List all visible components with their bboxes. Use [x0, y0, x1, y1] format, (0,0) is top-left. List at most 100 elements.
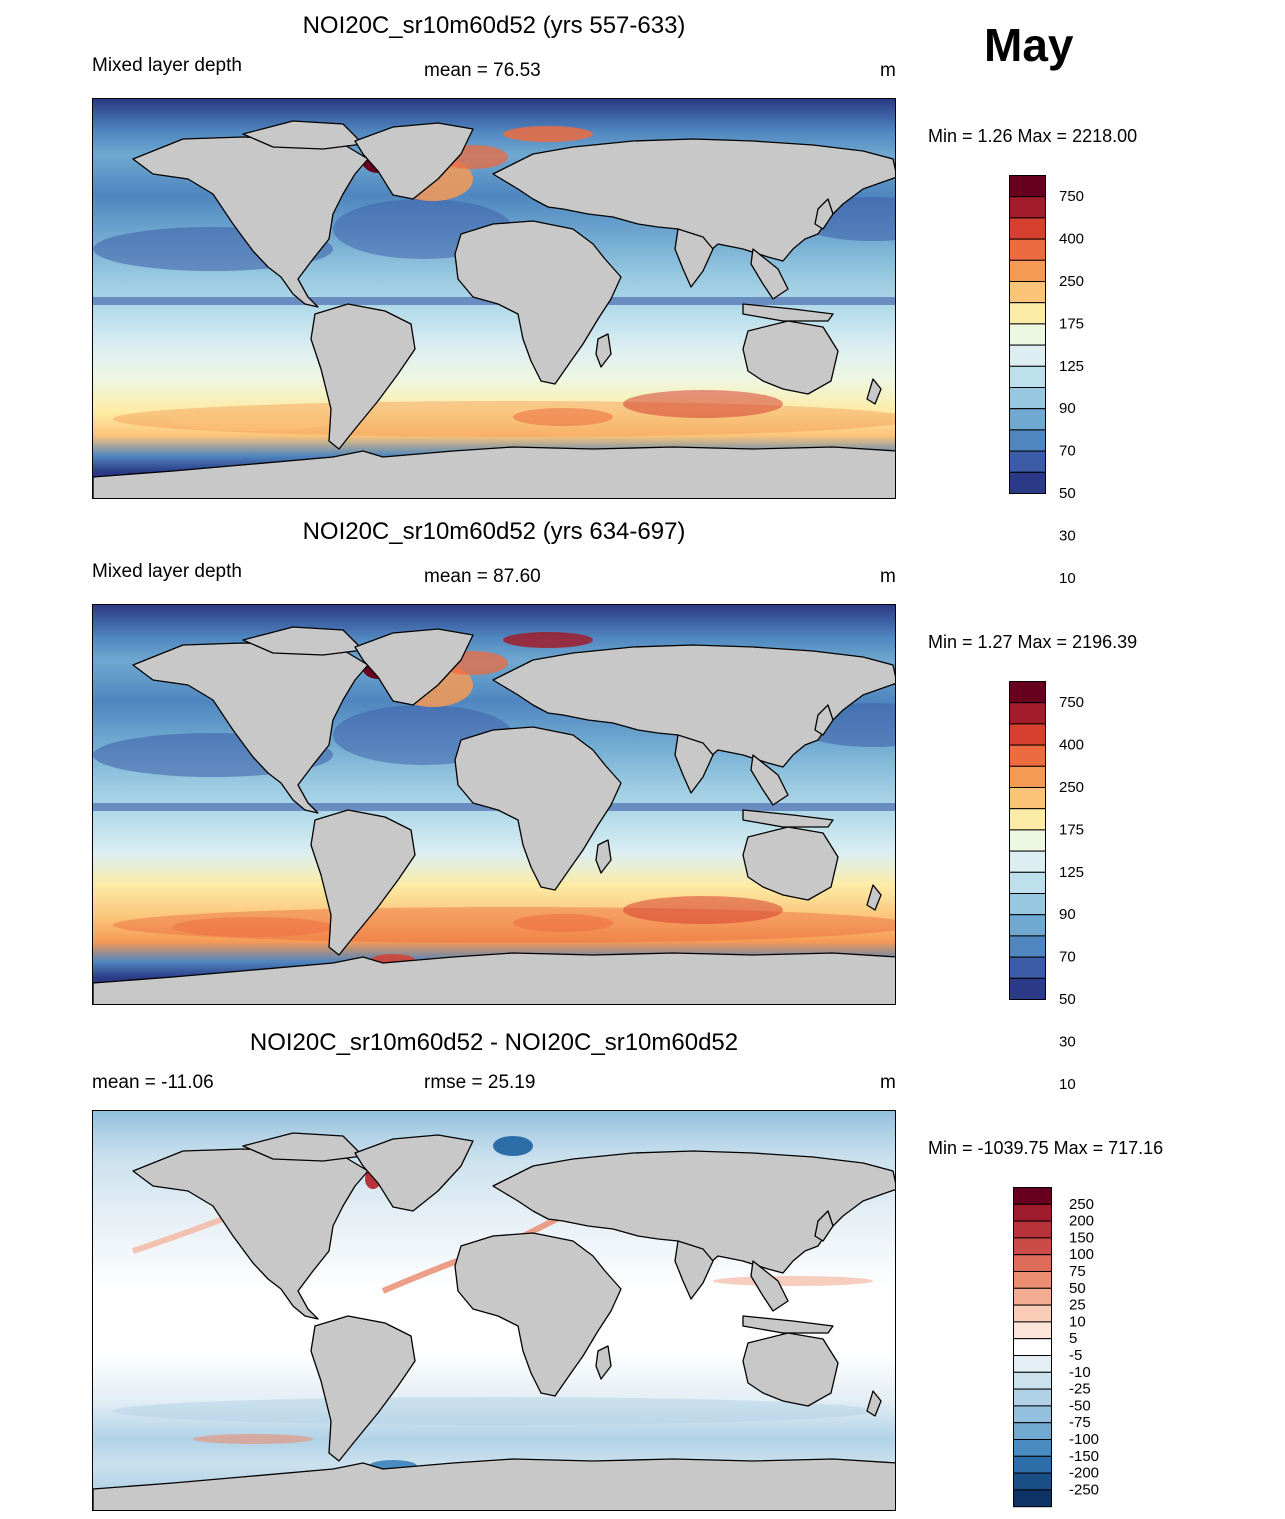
colorbar-label: 250: [1059, 779, 1084, 796]
colorbar-swatch: [1009, 787, 1046, 810]
landmass-southeast-asia: [750, 248, 789, 300]
panel1-map: [92, 98, 896, 499]
landmass-madagascar: [595, 839, 612, 874]
colorbar-swatch: [1009, 744, 1046, 767]
landmass-southeast-asia: [750, 1260, 789, 1312]
panel3-unit-label: m: [880, 1072, 896, 1093]
landmass-indonesia: [742, 809, 834, 828]
colorbar-label: 5: [1069, 1330, 1077, 1347]
panel2-colorbar: 750 400 250 175 125 90 70 50 30 10: [1009, 681, 1129, 1093]
landmass-south-america: [310, 809, 416, 956]
colorbar-swatch: [1013, 1187, 1052, 1205]
colorbar-label: -150: [1069, 1448, 1099, 1465]
colorbar-label: 100: [1069, 1246, 1094, 1263]
landmass-new-zealand: [866, 1390, 882, 1417]
landmass-australia: [742, 320, 839, 395]
panel2-minmax: Min = 1.27 Max = 2196.39: [928, 632, 1138, 652]
colorbar-label: 75: [1069, 1263, 1086, 1280]
colorbar-swatch: [1009, 302, 1046, 325]
landmass-india: [674, 734, 714, 794]
landmass-africa: [454, 726, 622, 891]
colorbar-label: 175: [1059, 315, 1084, 332]
colorbar-swatch: [1009, 977, 1046, 1000]
colorbar-swatch: [1009, 765, 1046, 789]
panel3-rmse-label: rmse = 25.19: [424, 1072, 536, 1093]
panel1-title: NOI20C_sr10m60d52 (yrs 557-633): [302, 12, 686, 39]
colorbar-label: 400: [1059, 737, 1084, 754]
colorbar-label: 125: [1059, 358, 1084, 375]
colorbar-swatch: [1013, 1304, 1052, 1323]
landmass-antarctica: [93, 952, 895, 1004]
colorbar-label: 70: [1059, 443, 1076, 460]
panel3-title: NOI20C_sr10m60d52 - NOI20C_sr10m60d52: [249, 1029, 739, 1056]
colorbar-swatch: [1009, 871, 1046, 895]
colorbar-swatch: [1009, 681, 1046, 704]
colorbar-swatch: [1009, 893, 1046, 916]
colorbar-label: -75: [1069, 1414, 1091, 1431]
colorbar-swatch: [1009, 450, 1046, 473]
landmass-australia: [742, 826, 839, 901]
landmass-eurasia: [492, 1150, 895, 1274]
landmass-japan: [814, 198, 834, 230]
colorbar-label: 250: [1059, 273, 1084, 290]
colorbar-label: -25: [1069, 1381, 1091, 1398]
landmass-africa: [454, 1232, 622, 1397]
colorbar-swatch: [1009, 387, 1046, 410]
colorbar-label: 90: [1059, 400, 1076, 417]
colorbar-swatch: [1013, 1254, 1052, 1272]
colorbar-swatch: [1009, 217, 1046, 240]
colorbar-swatch: [1009, 429, 1046, 452]
landmass-eurasia: [492, 644, 895, 768]
landmass-antarctica: [93, 1458, 895, 1510]
landmass-japan: [814, 1210, 834, 1242]
landmass-india: [674, 1240, 714, 1300]
panel1-colorbar: 750 400 250 175 125 90 70 50 30 10: [1009, 175, 1129, 587]
landmass-japan: [814, 704, 834, 736]
colorbar-label: 750: [1059, 188, 1084, 205]
colorbar-label: -250: [1069, 1481, 1099, 1498]
landmass-indonesia: [742, 303, 834, 322]
colorbar-swatch: [1013, 1388, 1052, 1407]
colorbar-swatch: [1009, 935, 1046, 958]
panel2-title: NOI20C_sr10m60d52 (yrs 634-697): [302, 518, 686, 545]
panel2-mean-label: mean = 87.60: [424, 566, 541, 587]
colorbar-swatch: [1013, 1237, 1052, 1256]
panel1-unit-label: m: [880, 60, 896, 81]
landmass-indonesia: [742, 1315, 834, 1334]
panel1-minmax: Min = 1.26 Max = 2218.00: [928, 126, 1138, 146]
colorbar-swatch: [1009, 956, 1046, 979]
colorbar-swatch: [1013, 1472, 1052, 1491]
colorbar-label: 250: [1069, 1196, 1094, 1213]
colorbar-swatch: [1013, 1371, 1052, 1390]
panel3-colorbar: 250 200 150 100 75 50 25 10 5 -5 -10 -25 -50 -75 -100-…: [1013, 1187, 1133, 1510]
panel1-field-label: Mixed layer depth: [92, 55, 242, 76]
month-label: May: [984, 19, 1074, 71]
panel3-mean-label: mean = -11.06: [92, 1072, 214, 1093]
landmass-madagascar: [595, 1345, 612, 1380]
panel1-mean-label: mean = 76.53: [424, 60, 541, 81]
colorbar-swatch: [1013, 1405, 1052, 1424]
colorbar-swatch: [1013, 1422, 1052, 1440]
colorbar-label: -5: [1069, 1347, 1082, 1364]
colorbar-label: 400: [1059, 231, 1084, 248]
landmass-antarctica: [93, 446, 895, 498]
colorbar-swatch: [1009, 259, 1046, 283]
colorbar-swatch: [1013, 1203, 1052, 1222]
colorbar-label: 10: [1069, 1313, 1086, 1330]
colorbar-swatch: [1009, 365, 1046, 389]
colorbar-swatch: [1013, 1455, 1052, 1474]
colorbar-label: 175: [1059, 821, 1084, 838]
colorbar-label: -50: [1069, 1397, 1091, 1414]
colorbar-label: 50: [1069, 1280, 1086, 1297]
colorbar-label: -100: [1069, 1431, 1099, 1448]
panel2-field-label: Mixed layer depth: [92, 561, 242, 582]
landmass-india: [674, 228, 714, 288]
colorbar-label: 90: [1059, 906, 1076, 923]
landmass-madagascar: [595, 333, 612, 368]
landmass-southeast-asia: [750, 754, 789, 806]
colorbar-label: -200: [1069, 1465, 1099, 1482]
colorbar-label: 30: [1059, 527, 1076, 544]
panel2-map: [92, 604, 896, 1005]
landmass-eurasia: [492, 138, 895, 262]
colorbar-swatch: [1013, 1439, 1052, 1457]
